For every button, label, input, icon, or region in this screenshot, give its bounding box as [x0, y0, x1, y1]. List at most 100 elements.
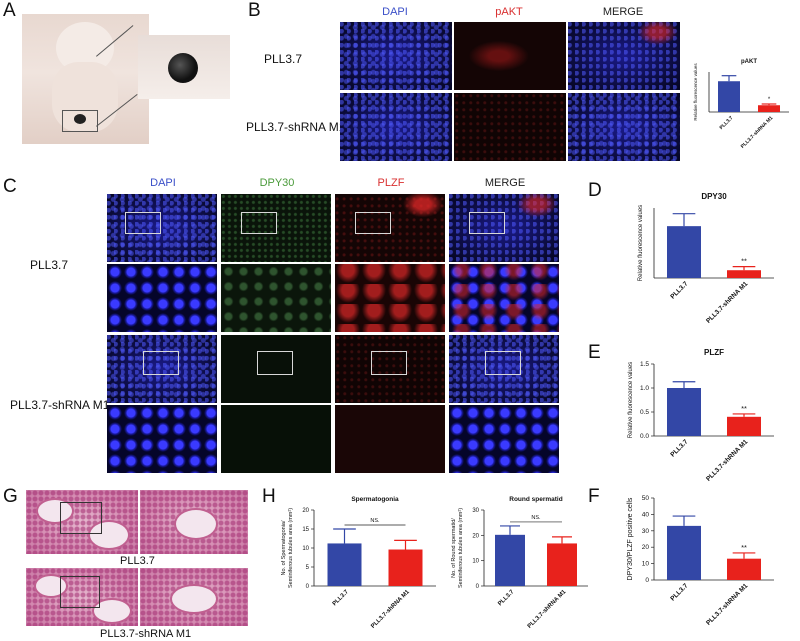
- chart-title: pAKT: [741, 59, 757, 65]
- y-tick-label: 20: [302, 508, 309, 514]
- bar: [727, 270, 761, 278]
- panel-b-row-label-knockdown: PLL3.7-shRNA M1: [246, 120, 346, 134]
- panel-letter-a: A: [3, 0, 16, 21]
- significance-label: **: [741, 404, 747, 413]
- chart-title: PLZF: [704, 348, 724, 357]
- histology-knockdown-overview: [26, 568, 138, 626]
- y-tick-label: 20: [642, 544, 650, 551]
- panel-c-merge-control-zoom: [449, 264, 559, 332]
- panel-c-dapi-control-zoom: [107, 264, 217, 332]
- panel-b-dapi-control: [340, 22, 452, 90]
- panel-letter-e: E: [588, 342, 601, 363]
- panel-g-label-knockdown: PLL3.7-shRNA M1: [100, 628, 192, 640]
- panel-letter-c: C: [3, 176, 17, 197]
- y-tick-label: 30: [472, 508, 479, 514]
- histology-knockdown-zoom: [140, 568, 248, 626]
- panel-b-dapi-knockdown: [340, 93, 452, 161]
- category-label: PLL3.7-shRNA M1: [527, 589, 568, 630]
- panel-b-pakt-knockdown: [454, 93, 566, 161]
- category-label: PLL3.7-shRNA M1: [705, 280, 750, 325]
- category-label: PLL3.7: [332, 589, 351, 608]
- y-axis-label: Relative fluorescence values: [693, 63, 698, 121]
- y-axis-label: Relative fluorescence values: [628, 362, 634, 438]
- panel-letter-h: H: [262, 486, 276, 507]
- panel-c-dapi-control: [107, 194, 217, 262]
- y-tick-label: 5: [306, 565, 310, 571]
- panel-g-label-control: PLL3.7: [120, 555, 155, 567]
- bar: [667, 226, 701, 278]
- panel-c-dapi-knockdown-zoom: [107, 405, 217, 473]
- panel-c-dpy30-control: [221, 194, 331, 262]
- chart-dpy30-plzf-cells: 0 10 20 30 40 50 DPY30/PLZF positive cells PLL3…: [627, 495, 774, 627]
- bar: [495, 534, 525, 586]
- chart-title: DPY30: [701, 192, 727, 201]
- histology-control-zoom: [140, 490, 248, 554]
- y-axis-label: DPY30/PLZF positive cells: [627, 497, 634, 580]
- significance-label: **: [741, 257, 747, 266]
- panel-letter-d: D: [588, 180, 602, 201]
- panel-c-plzf-heading: PLZF: [377, 177, 405, 189]
- y-axis-label: Seminiferous tubules area (mm²): [288, 508, 294, 588]
- chart-pakt: pAKT Relative fluorescence values PLL3.7 PL…: [693, 59, 789, 150]
- bar: [547, 543, 577, 586]
- y-axis-label: Seminiferous tubules area (mm²): [458, 508, 464, 588]
- bar: [667, 388, 701, 436]
- panel-b-merge-heading: MERGE: [602, 6, 644, 18]
- panel-letter-b: B: [248, 0, 261, 21]
- bar: [727, 416, 761, 436]
- bar: [667, 525, 701, 580]
- panel-c-dpy30-knockdown: [221, 335, 331, 403]
- panel-c-merge-control: [449, 194, 559, 262]
- panel-letter-g: G: [3, 486, 18, 507]
- significance-label: NS.: [370, 518, 380, 524]
- panel-c-dapi-knockdown: [107, 335, 217, 403]
- panel-b-row-label-control: PLL3.7: [264, 52, 303, 66]
- panel-c-merge-heading: MERGE: [484, 177, 526, 189]
- y-tick-label: 10: [642, 561, 650, 568]
- y-tick-label: 0.0: [640, 433, 649, 440]
- chart-spermatogonia: Spermatogonia 0 5 10 15 20 No. of Spermatogoni…: [281, 496, 436, 630]
- y-tick-label: 10: [302, 546, 309, 552]
- category-label: PLL3.7: [669, 280, 689, 300]
- category-label: PLL3.7-shRNA M1: [740, 115, 775, 150]
- y-axis-label: No. of Round spermatid/: [451, 518, 457, 578]
- mouse-testis-closeup: [138, 35, 230, 99]
- panel-c-plzf-control: [335, 194, 445, 262]
- chart-plzf: PLZF 0.0 0.5 1.0 1.5 Relative fluorescence va…: [628, 348, 774, 482]
- category-label: PLL3.7: [719, 115, 735, 131]
- y-axis-label: No. of Spermatogonia/: [281, 520, 287, 576]
- y-tick-label: 0: [645, 577, 649, 584]
- y-tick-label: 0: [306, 584, 310, 590]
- bar: [758, 105, 780, 112]
- panel-c-row-label-knockdown: PLL3.7-shRNA M1: [10, 398, 110, 412]
- bar: [388, 549, 423, 586]
- panel-c-dpy30-control-zoom: [221, 264, 331, 332]
- panel-c-dpy30-heading: DPY30: [259, 177, 295, 189]
- panel-b-pakt-control: [454, 22, 566, 90]
- panel-c-plzf-knockdown: [335, 335, 445, 403]
- significance-label: *: [768, 97, 771, 103]
- y-tick-label: 1.5: [640, 361, 649, 368]
- mouse-photo: [22, 14, 149, 144]
- bar: [727, 558, 761, 580]
- y-axis-label: Relative fluorescence values: [638, 205, 644, 281]
- y-tick-label: 1.0: [640, 385, 649, 392]
- y-tick-label: 50: [642, 495, 650, 502]
- panel-c-dpy30-knockdown-zoom: [221, 405, 331, 473]
- category-label: PLL3.7: [669, 582, 689, 602]
- y-tick-label: 30: [642, 528, 650, 535]
- bar: [327, 543, 362, 586]
- panel-c-plzf-knockdown-zoom: [335, 405, 445, 473]
- panel-b-merge-knockdown: [568, 93, 680, 161]
- panel-b-pakt-heading: pAKT: [495, 6, 523, 18]
- panel-b-dapi-heading: DAPI: [382, 6, 408, 18]
- y-tick-label: 20: [472, 533, 479, 539]
- y-tick-label: 0: [476, 584, 480, 590]
- y-tick-label: 10: [472, 559, 479, 565]
- panel-c-merge-knockdown-zoom: [449, 405, 559, 473]
- chart-dpy30: DPY30 Relative fluorescence values PLL3.7 P…: [638, 192, 774, 325]
- y-tick-label: 40: [642, 511, 650, 518]
- category-label: PLL3.7-shRNA M1: [705, 582, 750, 627]
- y-tick-label: 0.5: [640, 409, 649, 416]
- chart-title: Round spermatid: [509, 496, 562, 503]
